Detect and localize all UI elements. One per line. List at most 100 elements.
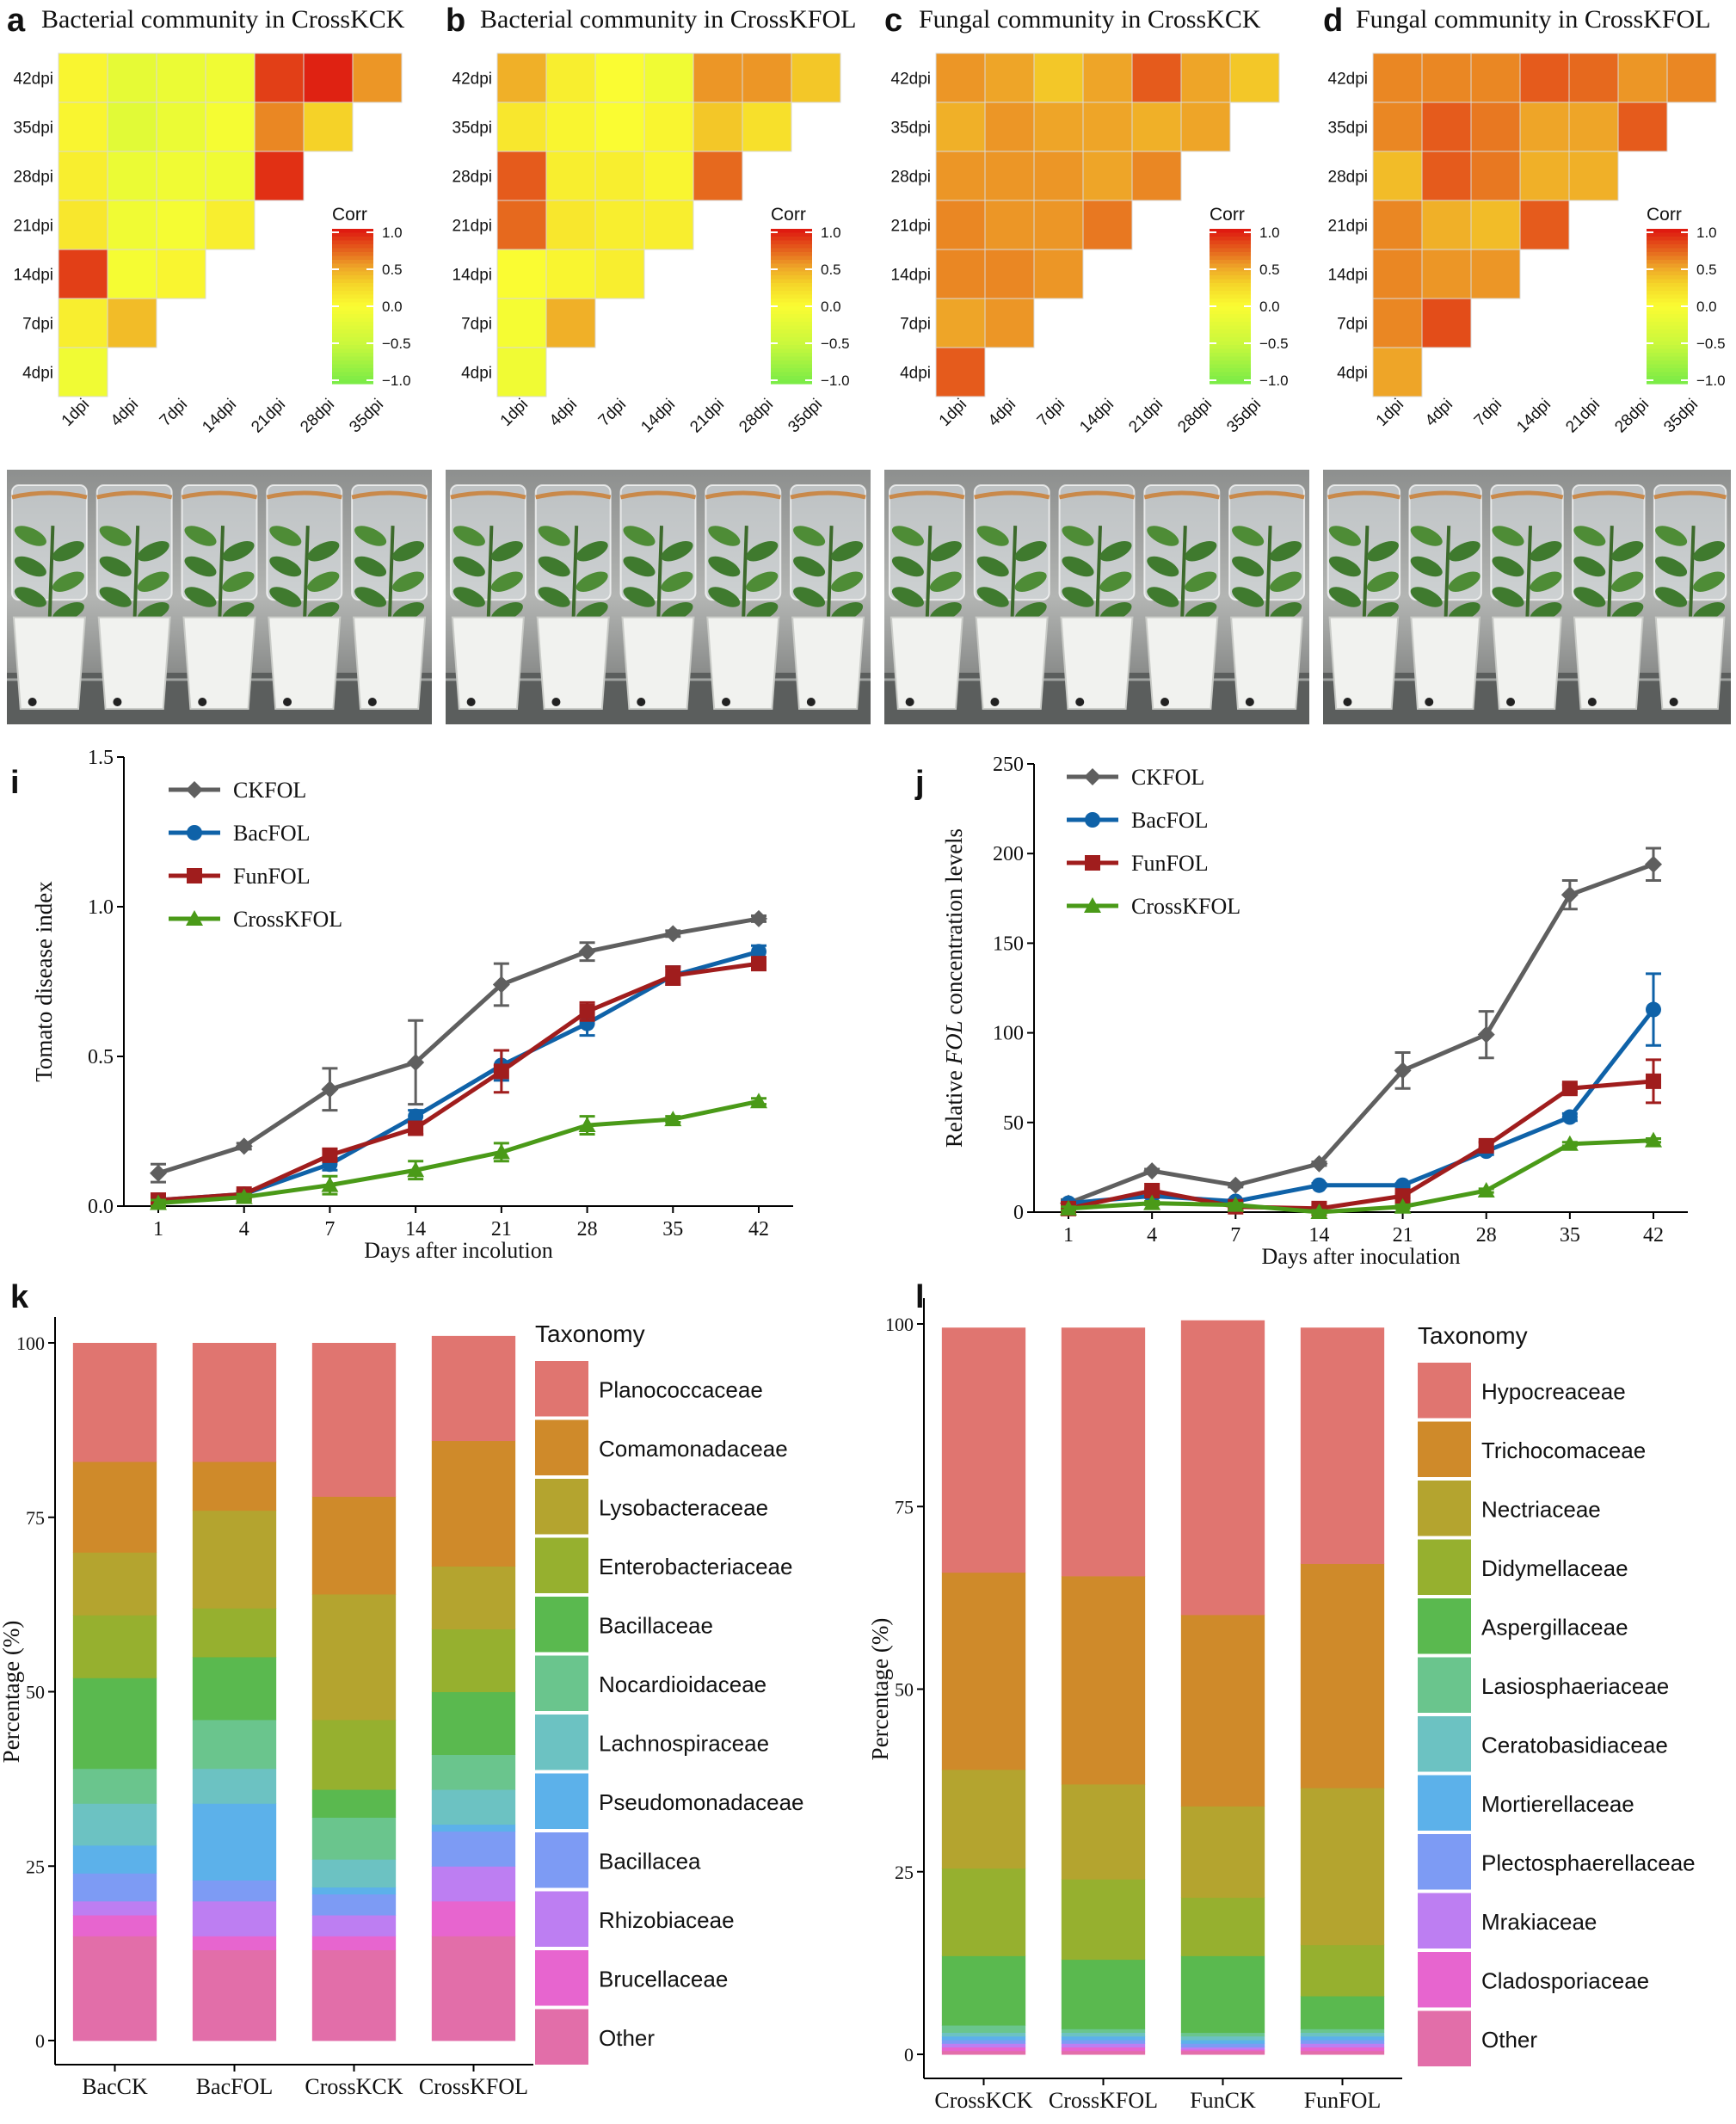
- photo-scene: [446, 470, 871, 724]
- plant-leaf: [452, 587, 485, 607]
- legend-label: Didymellaceae: [1481, 1555, 1628, 1581]
- colorbar-segment: [332, 271, 373, 276]
- colorbar-segment: [771, 240, 812, 245]
- plant-leaf: [1099, 571, 1132, 592]
- colorbar-tick-label: −0.5: [1259, 336, 1289, 352]
- legend-label: Planococcaceae: [599, 1376, 763, 1402]
- plant-leaf: [1147, 587, 1179, 607]
- heatmap-cell: [1033, 200, 1084, 250]
- legend-swatch-marker: [1085, 855, 1100, 871]
- plant-leaf: [831, 540, 864, 562]
- data-point: [235, 1188, 253, 1204]
- x-axis-label: Days after incolution: [364, 1238, 553, 1263]
- colorbar-segment: [1647, 263, 1688, 268]
- legend-title: Corr: [1647, 205, 1682, 225]
- plant-leaf: [708, 556, 741, 577]
- bar-segment: [431, 1335, 516, 1442]
- panel-letter-k: k: [10, 1279, 29, 1315]
- x-tick-label: 28: [577, 1218, 598, 1241]
- heatmap-cell: [107, 200, 157, 250]
- colorbar-segment: [771, 333, 812, 338]
- white-pot: [1654, 616, 1726, 710]
- heatmap-cell: [545, 298, 596, 348]
- x-tick-label: 1dpi: [1373, 396, 1407, 430]
- colorbar-segment: [332, 360, 373, 366]
- bar-segment: [431, 1900, 516, 1936]
- x-tick-label: 28dpi: [1611, 396, 1653, 437]
- bar-segment: [311, 1936, 397, 1951]
- plant-leaf: [1232, 587, 1265, 607]
- colorbar-segment: [332, 237, 373, 242]
- bar-segment: [311, 1496, 397, 1595]
- x-tick-label: 1dpi: [936, 396, 970, 430]
- legend-swatch: [1418, 1893, 1471, 1949]
- colorbar-tick-label: 0.0: [382, 299, 403, 315]
- bar-segment: [431, 1754, 516, 1790]
- data-point: [1561, 1080, 1578, 1097]
- data-point: [322, 1147, 338, 1163]
- y-tick-label: 100: [885, 1314, 914, 1335]
- bar-segment: [311, 1887, 397, 1895]
- heatmap-cell: [1180, 102, 1231, 152]
- heatmap-cell: [496, 52, 547, 103]
- heatmap-cell: [254, 151, 305, 201]
- y-tick-label: 1.5: [88, 747, 114, 769]
- colorbar-segment: [771, 252, 812, 257]
- y-tick-label: 28dpi: [14, 169, 54, 187]
- heatmap-cell: [545, 102, 596, 152]
- colorbar-segment: [1210, 286, 1251, 292]
- bar-segment: [311, 1949, 397, 2041]
- plant-leaf: [99, 587, 132, 607]
- legend-label: Plectosphaerellaceae: [1481, 1850, 1696, 1875]
- colorbar-segment: [771, 306, 812, 311]
- plant-leaf: [184, 526, 217, 546]
- plant-leaf: [1448, 540, 1481, 562]
- heatmap-cell: [984, 151, 1035, 201]
- bar-segment: [1180, 1897, 1265, 1956]
- colorbar-segment: [1647, 368, 1688, 373]
- pot-hole: [806, 698, 816, 706]
- plant-leaf: [1366, 540, 1399, 562]
- plant-leaf: [452, 556, 485, 577]
- y-tick-label: 35dpi: [1328, 120, 1369, 138]
- data-point: [408, 1108, 424, 1124]
- heatmap-cell: [496, 200, 547, 250]
- heatmap-cell: [1568, 102, 1619, 152]
- colorbar-segment: [332, 302, 373, 307]
- x-tick-label: 35: [662, 1218, 683, 1241]
- rubber-band: [1490, 490, 1564, 500]
- y-tick-label: 25: [26, 1856, 45, 1877]
- colorbar-segment: [771, 310, 812, 315]
- colorbar-segment: [1647, 302, 1688, 307]
- plant-leaf: [538, 556, 570, 577]
- x-tick-label: 4: [239, 1218, 249, 1241]
- heatmap-cell: [58, 102, 108, 152]
- bar-segment: [192, 1949, 277, 2041]
- heatmap-cell: [254, 52, 305, 103]
- heatmap-cell: [58, 52, 108, 103]
- y-tick-label: 21dpi: [891, 218, 932, 236]
- data-point: [321, 1080, 339, 1099]
- legend-swatch: [1418, 2010, 1471, 2066]
- plant-leaf: [137, 571, 169, 592]
- heatmap-cell: [303, 102, 354, 152]
- bar-segment: [1300, 1996, 1385, 2029]
- heatmap-cell: [1033, 151, 1084, 201]
- white-pot: [451, 616, 525, 710]
- x-tick-label: FunFOL: [1304, 2088, 1382, 2113]
- pot-hole: [198, 698, 207, 706]
- plant-stem: [826, 526, 834, 628]
- bar-segment: [431, 1566, 516, 1630]
- colorbar-segment: [1647, 337, 1688, 342]
- bar-segment: [192, 1768, 277, 1804]
- data-point: [1477, 1025, 1495, 1044]
- x-tick-label: 21dpi: [686, 396, 728, 437]
- white-pot: [268, 616, 342, 710]
- bar-segment: [1061, 1879, 1146, 1961]
- rubber-band: [1058, 490, 1136, 500]
- x-tick-label: 7dpi: [1471, 396, 1505, 430]
- bar-segment: [1180, 1806, 1265, 1898]
- data-point: [1645, 855, 1662, 873]
- bar-segment: [431, 1440, 516, 1567]
- data-point: [1143, 1194, 1161, 1210]
